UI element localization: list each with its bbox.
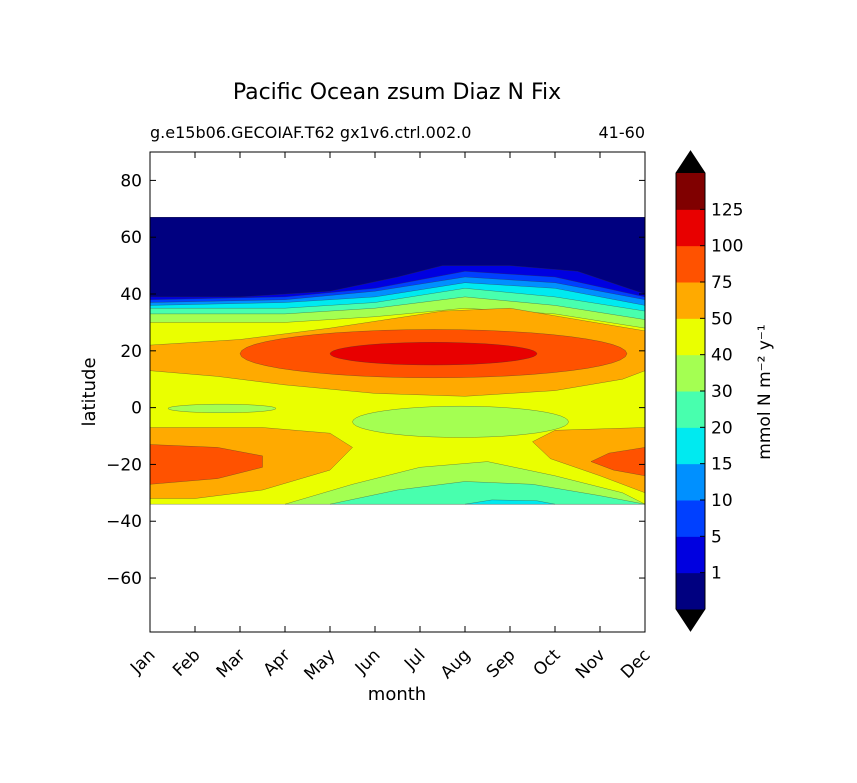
x-tick-label: Jun <box>351 645 385 679</box>
x-tick-label: Feb <box>169 645 204 680</box>
colorbar-band <box>676 463 705 501</box>
x-tick-label: Aug <box>437 645 475 683</box>
colorbar-band <box>676 391 705 428</box>
y-tick-label: 40 <box>120 285 142 305</box>
contour-north-band <box>150 217 645 298</box>
colorbar-tick-label: 1 <box>711 564 722 584</box>
colorbar-band <box>676 245 705 283</box>
colorbar-tick-label: 75 <box>711 273 733 293</box>
colorbar-tick-label: 100 <box>711 237 743 257</box>
contour-south-50-75-right <box>532 427 645 494</box>
colorbar-tick-label: 15 <box>711 455 733 475</box>
colorbar-tick-label: 5 <box>711 527 722 547</box>
y-tick-labels: 80 60 40 20 0 −20 −40 −60 <box>106 171 142 589</box>
x-tick-labels: Jan Feb Mar Apr May Jun Jul Aug Sep Oct Nov Dec <box>126 645 654 684</box>
colorbar-label: mmol N m⁻² y⁻¹ <box>755 324 775 459</box>
contour-eq-30-40-aug <box>352 405 569 438</box>
colorbar-band <box>676 500 705 537</box>
contour-north-100-125 <box>329 342 538 366</box>
chart-title: Pacific Ocean zsum Diaz N Fix <box>233 80 561 105</box>
x-tick-label: May <box>301 645 340 684</box>
colorbar-extend-top <box>676 151 705 173</box>
colorbar-tick-label: 20 <box>711 418 733 438</box>
contour-fills <box>150 217 645 505</box>
contour-eq-30-40-feb <box>167 403 277 413</box>
x-axis-label: month <box>368 684 426 705</box>
x-tick-label: Jul <box>400 645 429 674</box>
colorbar-tick-label: 30 <box>711 382 733 402</box>
colorbar-band <box>676 572 705 610</box>
y-tick-label: −60 <box>106 569 142 589</box>
colorbar <box>675 150 706 632</box>
colorbar-extend-bottom <box>676 609 705 631</box>
contour-south-15-20 <box>464 499 556 505</box>
x-tick-label: Jan <box>126 645 159 678</box>
chart-subtitle-left: g.e15b06.GECOIAF.T62 gx1v6.ctrl.002.0 <box>150 123 471 142</box>
colorbar-tick-label: 40 <box>711 346 733 366</box>
colorbar-band <box>676 536 705 574</box>
x-tick-label: Oct <box>530 645 565 680</box>
x-tick-label: Apr <box>260 645 295 680</box>
colorbar-frame <box>675 150 706 632</box>
contour-south-75-100-left <box>150 444 263 485</box>
contour-south-75-100-right <box>590 447 645 477</box>
colorbar-band <box>676 427 705 465</box>
y-tick-label: 20 <box>120 342 142 362</box>
chart-subtitle-right: 41-60 <box>599 123 646 142</box>
plot-frame <box>149 151 646 633</box>
x-tick-label: Dec <box>617 645 654 682</box>
y-tick-label: −20 <box>106 455 142 475</box>
colorbar-tick-label: 125 <box>711 200 743 220</box>
colorbar-band <box>676 282 705 319</box>
x-tick-label: Nov <box>572 645 610 683</box>
y-tick-label: 0 <box>131 399 142 419</box>
y-tick-label: 80 <box>120 171 142 191</box>
colorbar-tick-label: 50 <box>711 309 733 329</box>
contour-south-20-30 <box>329 481 645 505</box>
y-tick-label: −40 <box>106 512 142 532</box>
colorbar-band <box>676 209 705 247</box>
plot-area <box>149 151 646 633</box>
y-tick-label: 60 <box>120 228 142 248</box>
colorbar-band <box>676 318 705 356</box>
x-tick-label: Sep <box>483 645 520 682</box>
x-tick-label: Mar <box>213 645 250 682</box>
colorbar-band <box>676 173 705 210</box>
y-axis-label: latitude <box>79 357 100 426</box>
colorbar-band <box>676 354 705 392</box>
colorbar-tick-label: 10 <box>711 491 733 511</box>
